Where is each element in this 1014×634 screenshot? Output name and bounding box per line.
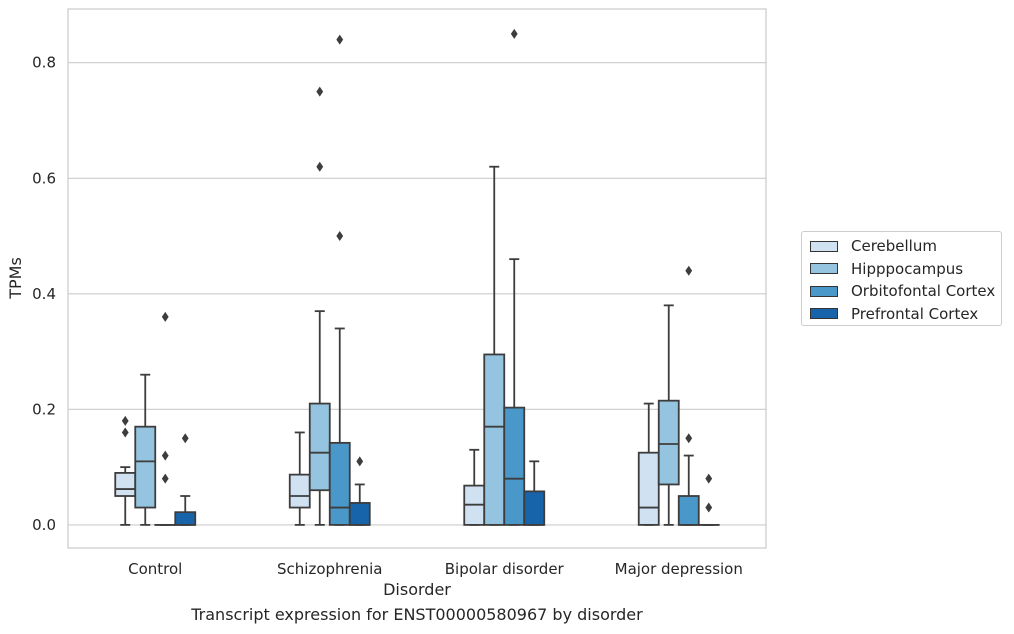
legend-label: Cerebellum: [851, 237, 937, 256]
legend-label: Prefrontal Cortex: [851, 304, 979, 323]
box-body: [348, 502, 371, 526]
box-body: [637, 451, 660, 526]
box-hipppocampus-1: [308, 86, 331, 526]
outlier-point: [316, 161, 324, 172]
legend-item: Prefrontal Cortex: [810, 303, 1001, 326]
box-prefrontal-cortex-0: [174, 433, 197, 526]
legend: Cerebellum Hipppocampus Orbitofontal Corte…: [801, 231, 1002, 326]
outlier-point: [121, 427, 129, 438]
legend-label: Hipppocampus: [851, 259, 964, 278]
legend-swatch: [810, 263, 838, 275]
outlier-point: [181, 433, 189, 444]
x-tick-label: Control: [128, 560, 182, 578]
box-body: [134, 425, 157, 509]
box-cerebellum-0: [114, 415, 137, 526]
box-body: [483, 353, 506, 526]
box-body: [288, 473, 311, 509]
legend-item: Orbitofontal Cortex: [810, 280, 1001, 303]
outlier-point: [161, 311, 169, 322]
box-hipppocampus-2: [483, 165, 506, 526]
outlier-point: [705, 502, 713, 513]
y-tick-label: 0.4: [32, 285, 56, 303]
outlier-point: [705, 473, 713, 484]
outlier-point: [356, 456, 364, 467]
box-orbitofontal-cortex-1: [328, 34, 351, 526]
outlier-point: [161, 450, 169, 461]
y-tick-label: 0.8: [32, 54, 56, 72]
box-body: [523, 490, 546, 526]
y-tick-label: 0.2: [32, 400, 56, 418]
y-tick-label: 0.6: [32, 169, 56, 187]
box-body: [174, 511, 197, 526]
x-tick-labels: Control Schizophrenia Bipolar disorder Majo…: [128, 560, 743, 578]
y-tick-labels: 0.0 0.2 0.4 0.6 0.8: [32, 54, 56, 534]
box-cerebellum-3: [637, 402, 660, 526]
outlier-point: [161, 473, 169, 484]
chart-caption: Transcript expression for ENST0000058096…: [191, 605, 643, 624]
outlier-point: [336, 231, 344, 242]
box-body: [328, 441, 351, 526]
box-orbitofontal-cortex-3: [677, 265, 700, 526]
legend-item: Cerebellum: [810, 235, 1001, 258]
x-tick-label: Major depression: [615, 560, 743, 578]
outlier-point: [121, 415, 129, 426]
legend-item: Hipppocampus: [810, 258, 1001, 281]
box-body: [308, 402, 331, 492]
legend-label: Orbitofontal Cortex: [851, 282, 996, 301]
box-prefrontal-cortex-2: [523, 460, 546, 526]
box-prefrontal-cortex-1: [348, 456, 371, 526]
box-body: [657, 399, 680, 486]
box-prefrontal-cortex-3: [697, 473, 720, 526]
x-tick-label: Bipolar disorder: [445, 560, 565, 578]
y-axis-label: TPMs: [6, 257, 25, 300]
outlier-point: [336, 34, 344, 45]
plot-frame: [67, 8, 767, 549]
x-axis-label: Disorder: [383, 580, 451, 599]
box-body: [677, 495, 700, 526]
box-orbitofontal-cortex-2: [503, 28, 526, 526]
box-cerebellum-1: [288, 431, 311, 526]
box-cerebellum-2: [463, 448, 486, 526]
box-hipppocampus-3: [657, 304, 680, 526]
legend-swatch: [810, 240, 838, 252]
x-tick-label: Schizophrenia: [277, 560, 382, 578]
outlier-point: [316, 86, 324, 97]
box-series: [114, 28, 720, 526]
box-hipppocampus-0: [134, 373, 157, 526]
legend-swatch: [810, 308, 838, 320]
legend-swatch: [810, 285, 838, 297]
box-body: [503, 406, 526, 526]
y-tick-label: 0.0: [32, 516, 56, 534]
outlier-point: [510, 28, 518, 39]
box-orbitofontal-cortex-0: [154, 311, 177, 526]
box-body: [114, 471, 137, 497]
outlier-point: [685, 433, 693, 444]
outlier-point: [685, 265, 693, 276]
